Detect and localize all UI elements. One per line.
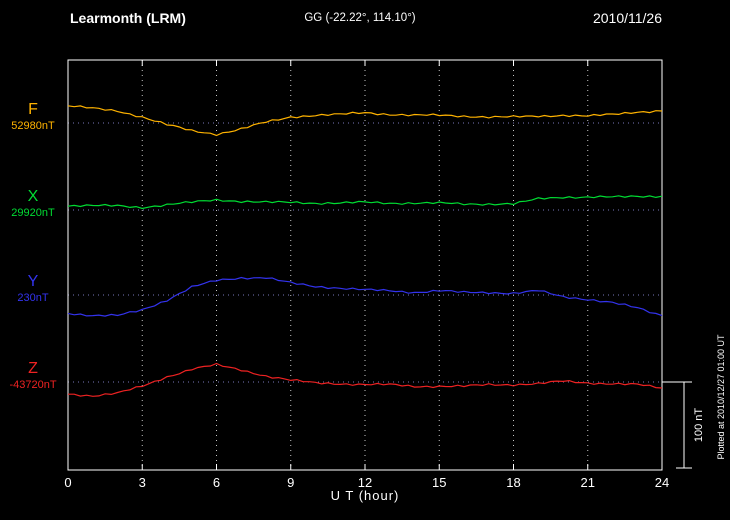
series-label-y: Y 230nT <box>0 274 66 304</box>
series-letter-z: Z <box>28 360 38 377</box>
svg-text:18: 18 <box>506 475 520 490</box>
svg-text:9: 9 <box>287 475 294 490</box>
series-letter-f: F <box>28 101 38 118</box>
series-label-f: F 52980nT <box>0 102 66 132</box>
series-reference-f: 52980nT <box>11 120 55 132</box>
series-letter-x: X <box>27 188 39 205</box>
svg-text:3: 3 <box>139 475 146 490</box>
svg-text:21: 21 <box>581 475 595 490</box>
svg-text:15: 15 <box>432 475 446 490</box>
svg-text:24: 24 <box>655 475 669 490</box>
scale-bar-label: 100 nT <box>693 407 705 443</box>
series-reference-z: -43720nT <box>9 379 57 391</box>
series-reference-x: 29920nT <box>11 207 55 219</box>
observatory-coordinates: GG (-22.22°, 114.10°) <box>304 12 416 24</box>
station-name: Learmonth (LRM) <box>70 10 186 26</box>
xaxis-label: U T (hour) <box>330 488 400 503</box>
plotted-at-note: Plotted at 2010/12/27 01:00 UT <box>716 334 726 460</box>
series-reference-y: 230nT <box>17 292 49 304</box>
series-label-x: X 29920nT <box>0 189 66 219</box>
series-label-z: Z -43720nT <box>0 361 66 391</box>
plot-date: 2010/11/26 <box>592 10 662 26</box>
series-letter-y: Y <box>27 273 39 290</box>
svg-text:12: 12 <box>358 475 372 490</box>
svg-text:6: 6 <box>213 475 220 490</box>
svg-text:0: 0 <box>64 475 71 490</box>
